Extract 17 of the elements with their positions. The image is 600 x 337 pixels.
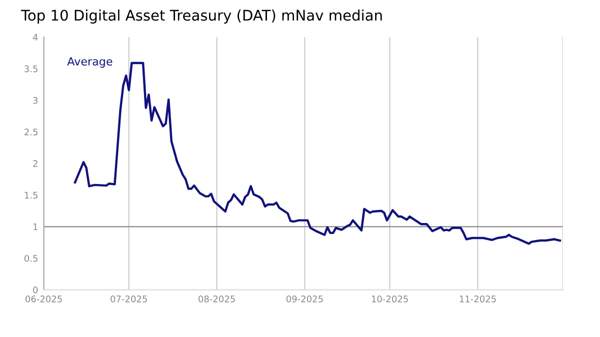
x-tick-label: 09-2025 <box>286 296 323 302</box>
y-tick-label: 3 <box>33 96 38 104</box>
y-tick-label: 0 <box>33 286 38 294</box>
y-tick-label: 4 <box>32 34 38 40</box>
y-tick-label: 1 <box>33 223 38 230</box>
series-label: Average <box>67 57 112 68</box>
chart-title: Top 10 Digital Asset Treasury (DAT) mNav median <box>20 9 382 24</box>
y-tick-label: 3.5 <box>24 65 38 72</box>
y-tick-label: 0.5 <box>24 254 38 262</box>
x-tick-label: 11-2025 <box>460 296 496 302</box>
x-tick-label: 06-2025 <box>26 296 62 302</box>
y-tick-label: 2.5 <box>24 128 38 136</box>
y-tick-label: 1.5 <box>24 192 38 199</box>
y-tick-label: 2 <box>33 160 38 167</box>
x-tick-label: 10-2025 <box>372 296 408 302</box>
x-tick-label: 08-2025 <box>198 296 235 302</box>
x-tick-label: 07-2025 <box>110 296 147 302</box>
